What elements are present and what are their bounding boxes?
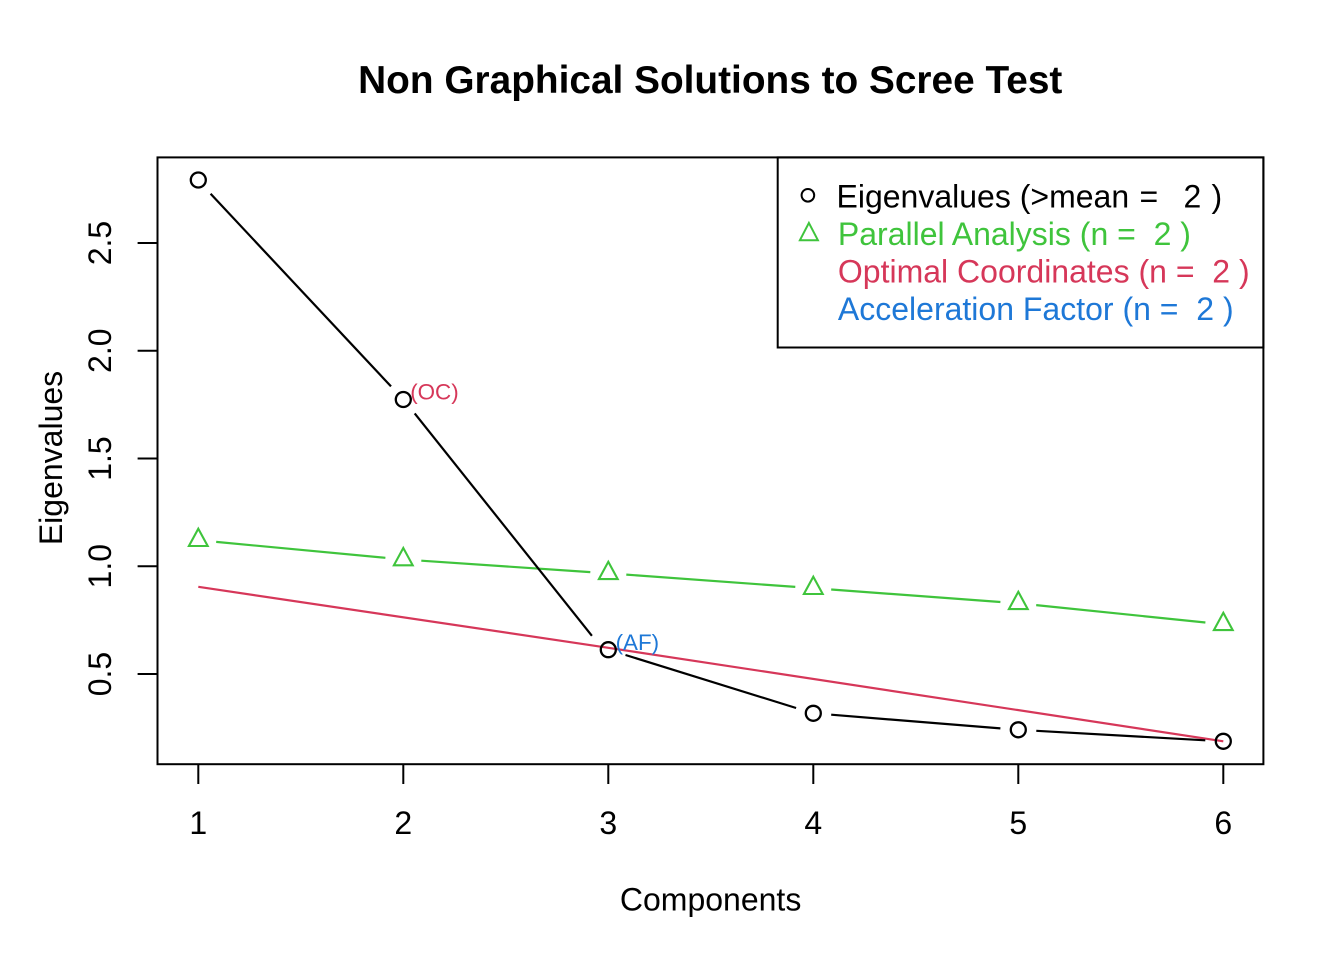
svg-text:2.5: 2.5 [82, 221, 118, 265]
svg-text:Optimal Coordinates (n = 2 ): Optimal Coordinates (n = 2 ) [838, 253, 1250, 289]
svg-text:Parallel Analysis (n = 2 ): Parallel Analysis (n = 2 ) [838, 216, 1191, 252]
svg-text:(AF): (AF) [616, 630, 660, 655]
svg-text:Eigenvalues: Eigenvalues [33, 371, 69, 545]
svg-text:6: 6 [1214, 805, 1232, 841]
svg-text:3: 3 [599, 805, 617, 841]
svg-text:Non Graphical Solutions to Scr: Non Graphical Solutions to Scree Test [358, 59, 1062, 102]
svg-text:1.5: 1.5 [82, 436, 118, 480]
svg-text:4: 4 [804, 805, 822, 841]
svg-text:2.0: 2.0 [82, 328, 118, 372]
svg-text:Acceleration Factor (n = 2 ): Acceleration Factor (n = 2 ) [838, 291, 1234, 327]
svg-text:2: 2 [394, 805, 412, 841]
svg-text:1: 1 [189, 805, 207, 841]
svg-text:Eigenvalues (>mean=2): Eigenvalues (>mean = 2) [837, 179, 1223, 215]
svg-text:Components: Components [620, 882, 801, 918]
svg-text:0.5: 0.5 [82, 652, 118, 696]
svg-text:(OC): (OC) [410, 380, 459, 405]
svg-text:5: 5 [1009, 805, 1027, 841]
svg-text:1.0: 1.0 [82, 544, 118, 588]
